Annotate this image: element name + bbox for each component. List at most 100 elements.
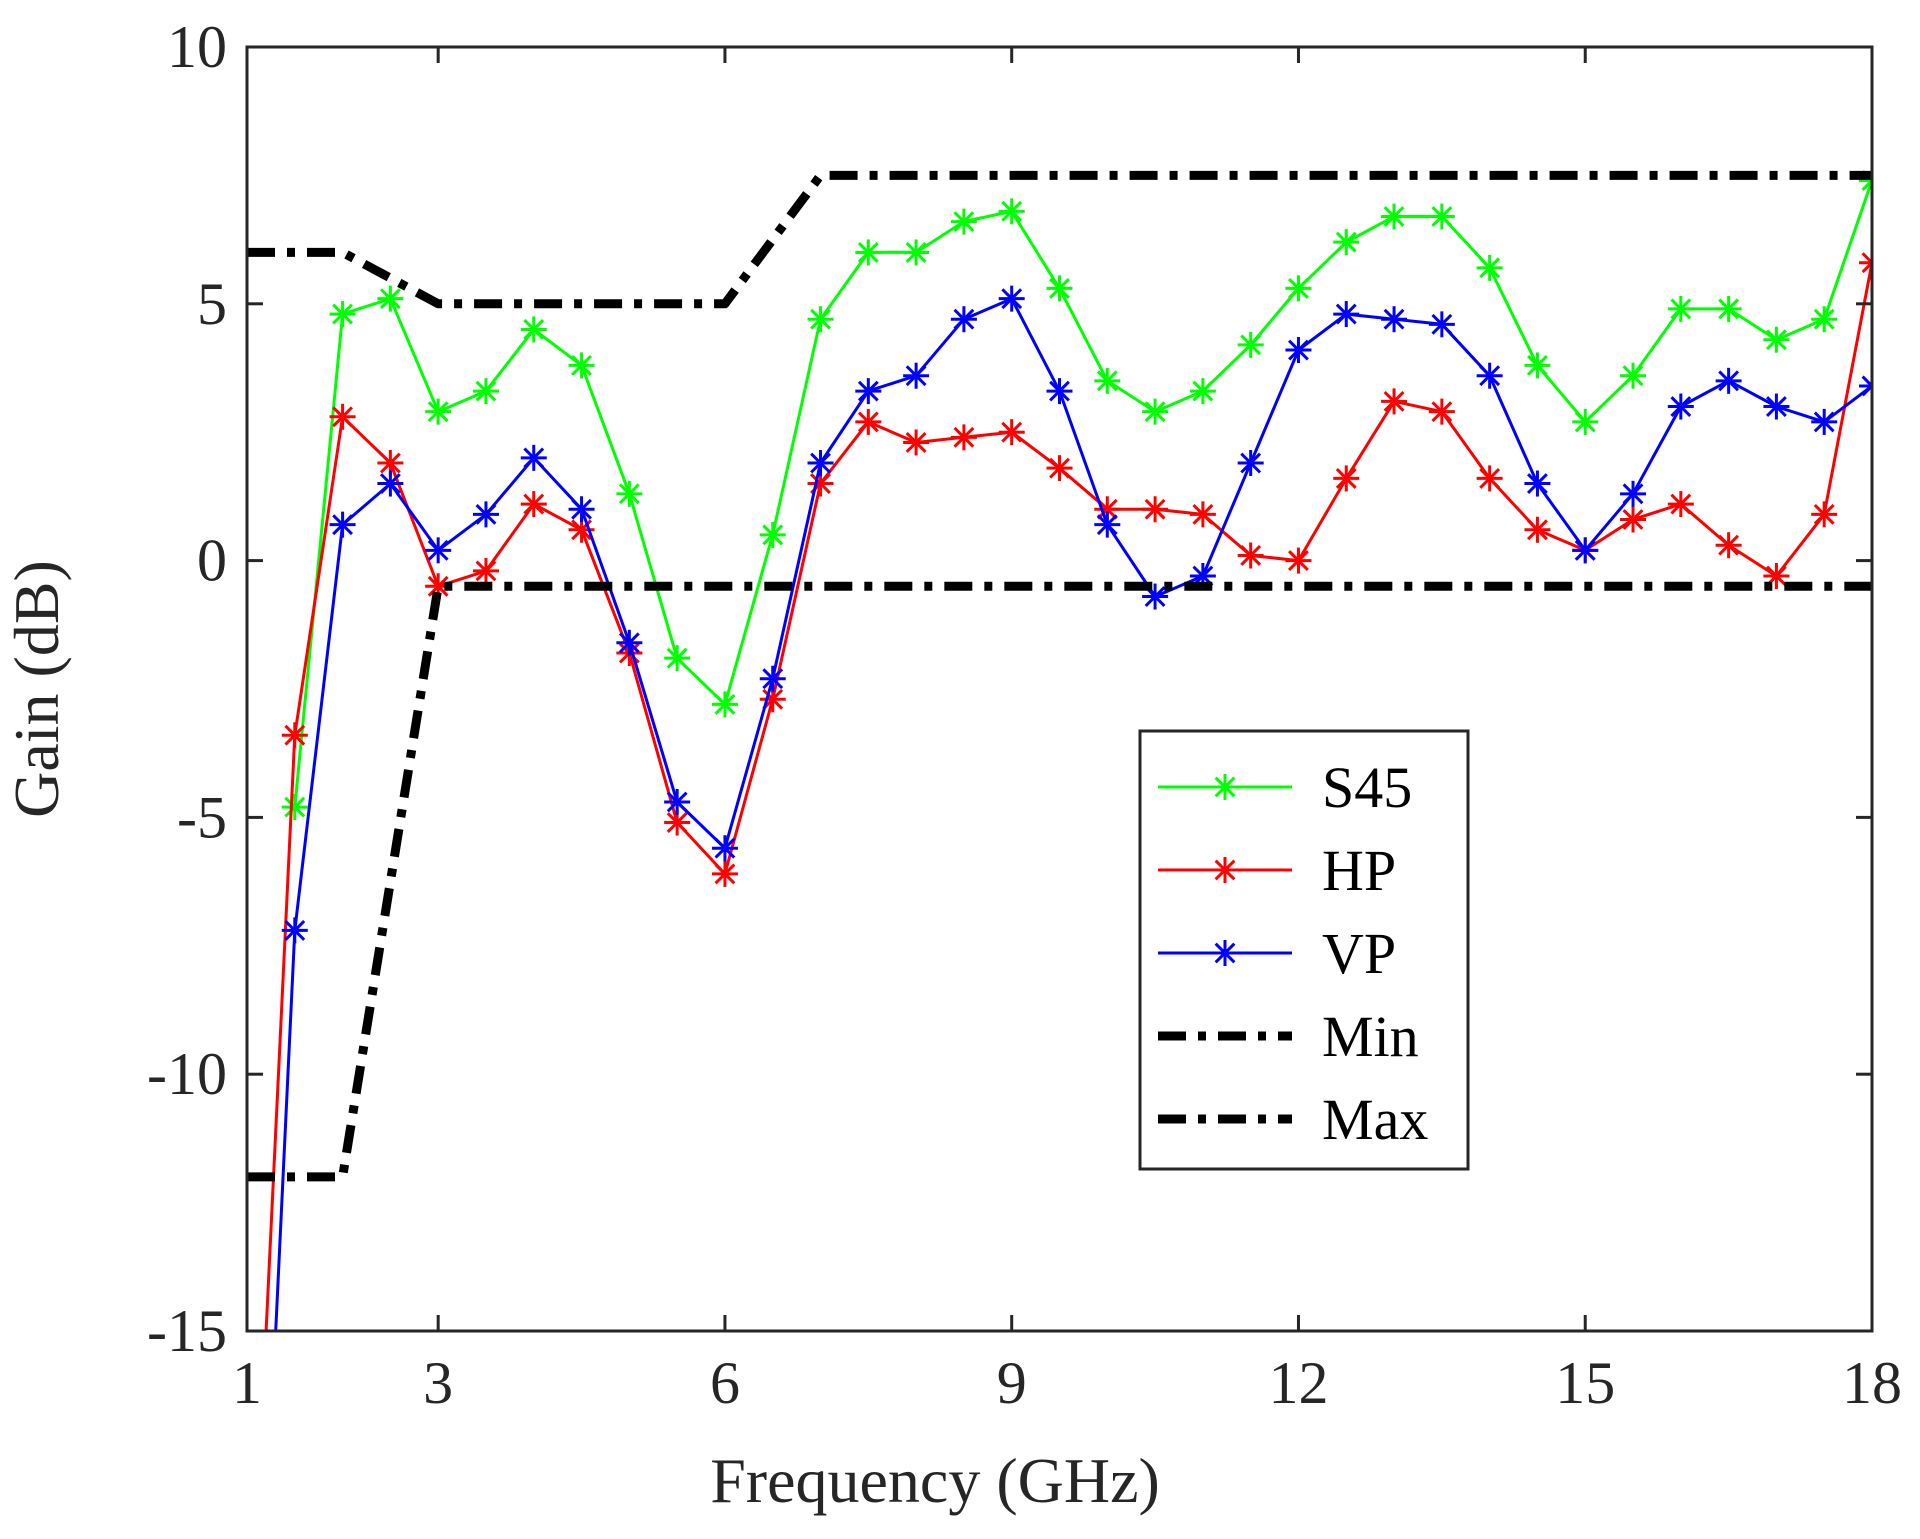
data-point-s45 (1428, 203, 1455, 230)
data-point-hp (329, 403, 356, 430)
data-point-s45 (329, 301, 356, 328)
legend-label-s45: S45 (1322, 755, 1412, 820)
y-tick-label: -15 (147, 1298, 227, 1364)
data-point-vp (807, 450, 834, 477)
data-point-vp (1715, 367, 1742, 394)
data-point-s45 (903, 239, 930, 266)
data-point-hp (903, 429, 930, 456)
data-point-s45 (664, 645, 691, 672)
data-point-s45 (807, 306, 834, 333)
data-point-hp (472, 557, 499, 584)
data-point-vp (1285, 337, 1312, 364)
data-point-s45 (1524, 352, 1551, 379)
data-point-s45 (1476, 254, 1503, 281)
data-point-hp (855, 408, 882, 435)
y-tick-label: 10 (167, 14, 227, 80)
data-point-vp (903, 362, 930, 389)
x-tick-label: 3 (423, 1350, 453, 1416)
data-point-vp (1859, 372, 1872, 399)
data-point-s45 (1667, 295, 1694, 322)
data-point-s45 (1189, 378, 1216, 405)
data-point-hp (711, 860, 738, 887)
data-point-vp (950, 306, 977, 333)
y-axis-label: Gain (dB) (1, 560, 72, 818)
data-point-hp (1237, 542, 1264, 569)
data-point-vp (472, 501, 499, 528)
data-point-vp (1428, 311, 1455, 338)
data-point-hp (1333, 465, 1360, 492)
data-point-s45 (1142, 398, 1169, 425)
data-point-vp (1811, 408, 1838, 435)
y-tick-label: -5 (177, 784, 227, 850)
data-point-vp (998, 285, 1025, 312)
legend-box (1138, 729, 1470, 1171)
data-point-hp (520, 491, 547, 518)
legend: S45 HP VP Min Max (1138, 729, 1470, 1171)
plot-frame (245, 45, 1874, 1333)
data-point-vp (1094, 511, 1121, 538)
data-point-vp (711, 835, 738, 862)
data-point-vp (568, 496, 595, 523)
data-point-hp (1142, 496, 1169, 523)
x-tick-label: 1 (232, 1350, 262, 1416)
data-point-s45 (1285, 275, 1312, 302)
data-point-s45 (1620, 362, 1647, 389)
data-point-hp (1428, 398, 1455, 425)
data-point-hp (759, 686, 786, 713)
data-point-s45 (281, 794, 308, 821)
data-point-hp (1476, 465, 1503, 492)
data-point-s45 (1333, 229, 1360, 256)
data-point-hp (1285, 547, 1312, 574)
data-point-hp (1620, 506, 1647, 533)
data-point-s45 (1763, 326, 1790, 353)
legend-marker-vp (1212, 940, 1238, 966)
legend-marker-s45 (1212, 774, 1238, 800)
data-point-hp (1381, 388, 1408, 415)
data-point-s45 (711, 691, 738, 718)
data-point-s45 (425, 398, 452, 425)
data-point-vp (664, 788, 691, 815)
data-point-vp (1237, 450, 1264, 477)
legend-marker-hp (1212, 857, 1238, 883)
data-point-vp (1667, 393, 1694, 420)
axis-layer: 1 3 6 9 12 15 18 10 5 0 -5 -10 -15 (147, 14, 1902, 1416)
data-point-vp (1620, 480, 1647, 507)
y-tick-label: 5 (197, 271, 227, 337)
data-point-hp (1189, 501, 1216, 528)
x-tick-label: 9 (997, 1350, 1027, 1416)
data-point-vp (377, 470, 404, 497)
data-point-vp (329, 511, 356, 538)
data-point-vp (759, 665, 786, 692)
plot-area (247, 47, 1872, 1331)
data-point-s45 (998, 198, 1025, 225)
data-point-hp (1715, 532, 1742, 559)
series-line-max (247, 170, 1872, 309)
data-point-s45 (377, 285, 404, 312)
y-tick-label: 0 (197, 528, 227, 594)
x-tick-label: 6 (710, 1350, 740, 1416)
series-layer (247, 167, 1872, 1331)
data-point-s45 (855, 239, 882, 266)
data-point-s45 (1811, 306, 1838, 333)
data-point-vp (1333, 301, 1360, 328)
legend-label-max: Max (1322, 1087, 1428, 1152)
data-point-vp (616, 629, 643, 656)
data-point-s45 (568, 352, 595, 379)
data-point-s45 (1381, 203, 1408, 230)
data-point-hp (1811, 501, 1838, 528)
data-point-vp (1572, 537, 1599, 564)
data-point-s45 (1046, 275, 1073, 302)
data-point-s45 (1572, 408, 1599, 435)
data-point-hp (1667, 491, 1694, 518)
data-point-vp (1476, 362, 1503, 389)
data-point-s45 (1237, 331, 1264, 358)
series-line-min (247, 581, 1872, 1182)
data-point-vp (425, 537, 452, 564)
legend-label-vp: VP (1322, 921, 1396, 986)
legend-label-hp: HP (1322, 838, 1396, 903)
data-point-vp (1381, 306, 1408, 333)
data-point-vp (1524, 470, 1551, 497)
data-point-hp (281, 722, 308, 749)
data-point-s45 (520, 316, 547, 343)
